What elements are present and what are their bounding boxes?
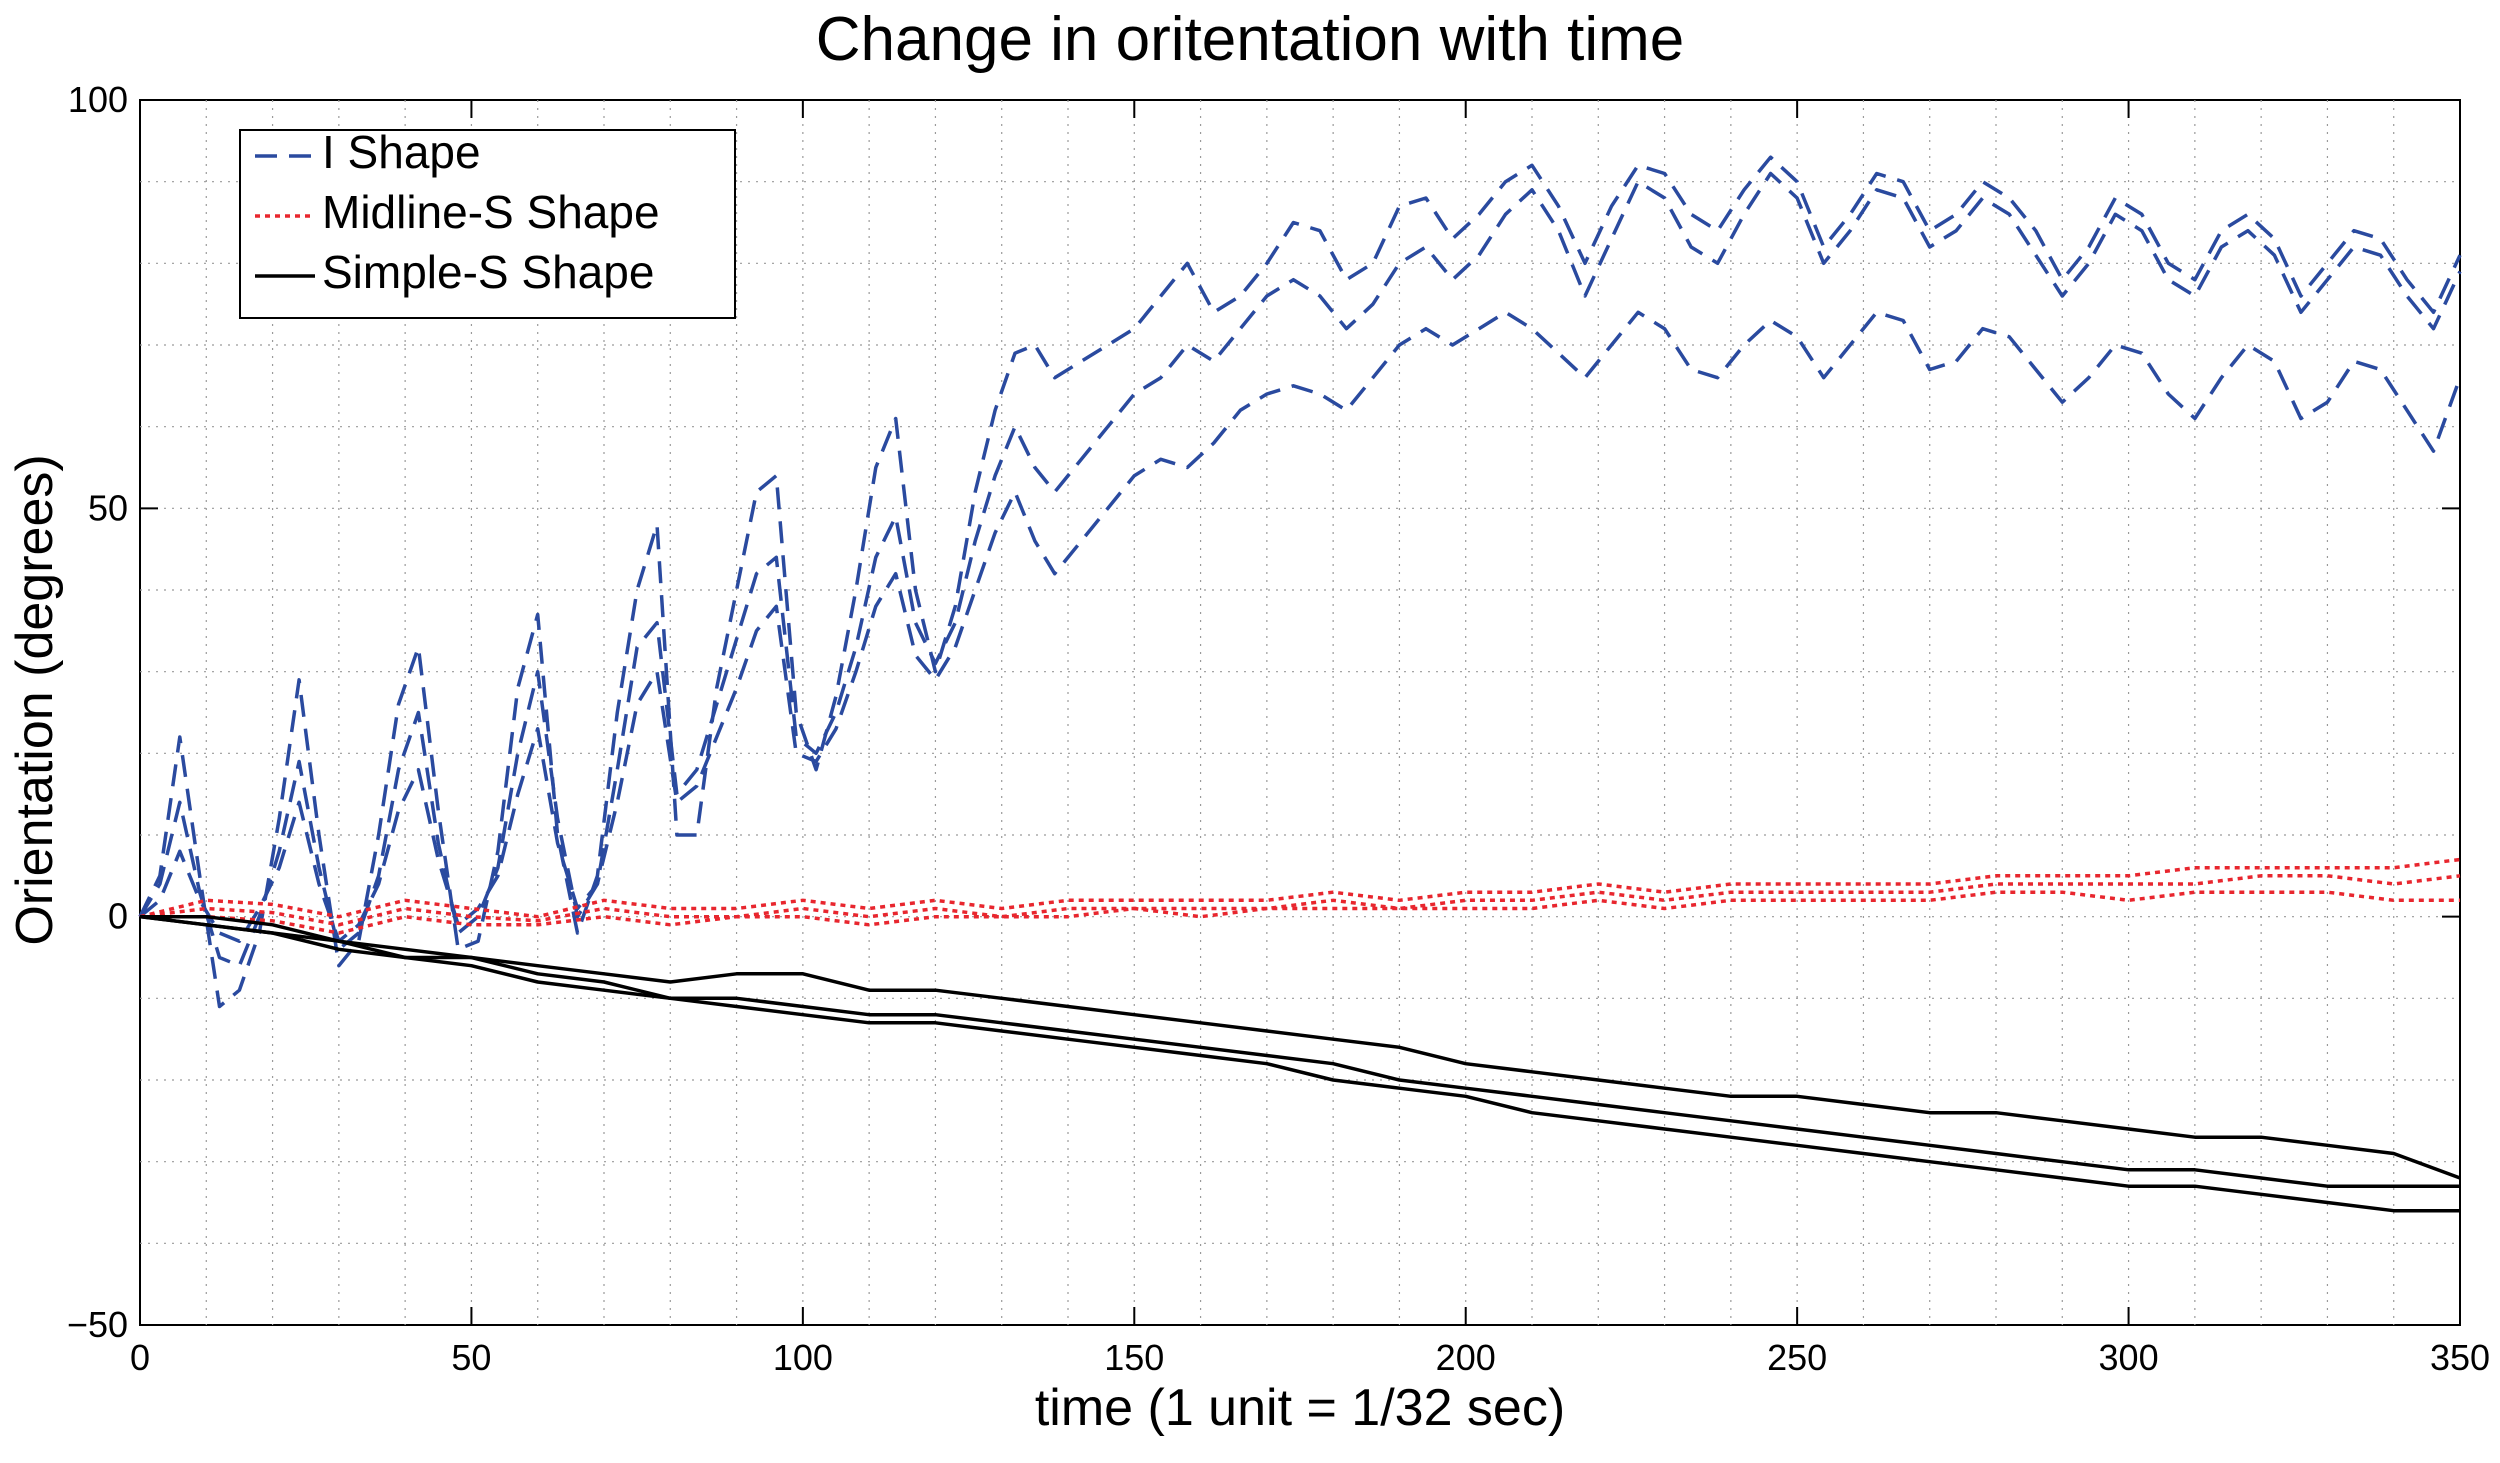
series-line — [139, 857, 2461, 919]
legend-label: I Shape — [322, 126, 481, 178]
legend-label: Midline-S Shape — [322, 186, 660, 238]
y-tick-label: −50 — [67, 1304, 128, 1345]
x-axis-ticks: 0 50 100 150 200 250 300 350 — [130, 100, 2490, 1378]
series-line — [140, 914, 2461, 1180]
chart-title: Change in oritentation with time — [816, 5, 1684, 74]
x-tick-label: 300 — [2099, 1337, 2159, 1378]
series-line — [140, 890, 2460, 935]
y-axis-ticks: −50 0 50 100 — [67, 79, 2460, 1345]
x-tick-label: 200 — [1436, 1337, 1496, 1378]
x-tick-label: 100 — [773, 1337, 833, 1378]
series-line — [138, 155, 2462, 1009]
x-tick-label: 350 — [2430, 1337, 2490, 1378]
x-tick-label: 50 — [451, 1337, 491, 1378]
x-tick-label: 250 — [1767, 1337, 1827, 1378]
y-tick-label: 0 — [108, 896, 128, 937]
y-tick-label: 50 — [88, 487, 128, 528]
y-tick-label: 100 — [68, 79, 128, 120]
series-line — [139, 914, 2460, 1188]
grid-lines — [140, 100, 2460, 1325]
x-tick-label: 150 — [1104, 1337, 1164, 1378]
x-axis-label: time (1 unit = 1/32 sec) — [1035, 1379, 1565, 1437]
series-line — [139, 914, 2460, 1213]
series-line — [139, 874, 2461, 927]
series-group — [138, 155, 2462, 1213]
x-tick-label: 0 — [130, 1337, 150, 1378]
legend: I Shape Midline-S Shape Simple-S Shape — [239, 126, 736, 319]
legend-box — [239, 129, 736, 319]
y-axis-label: Orientation (degrees) — [6, 454, 64, 945]
legend-items: I Shape Midline-S Shape Simple-S Shape — [255, 126, 660, 298]
legend-label: Simple-S Shape — [322, 246, 654, 298]
